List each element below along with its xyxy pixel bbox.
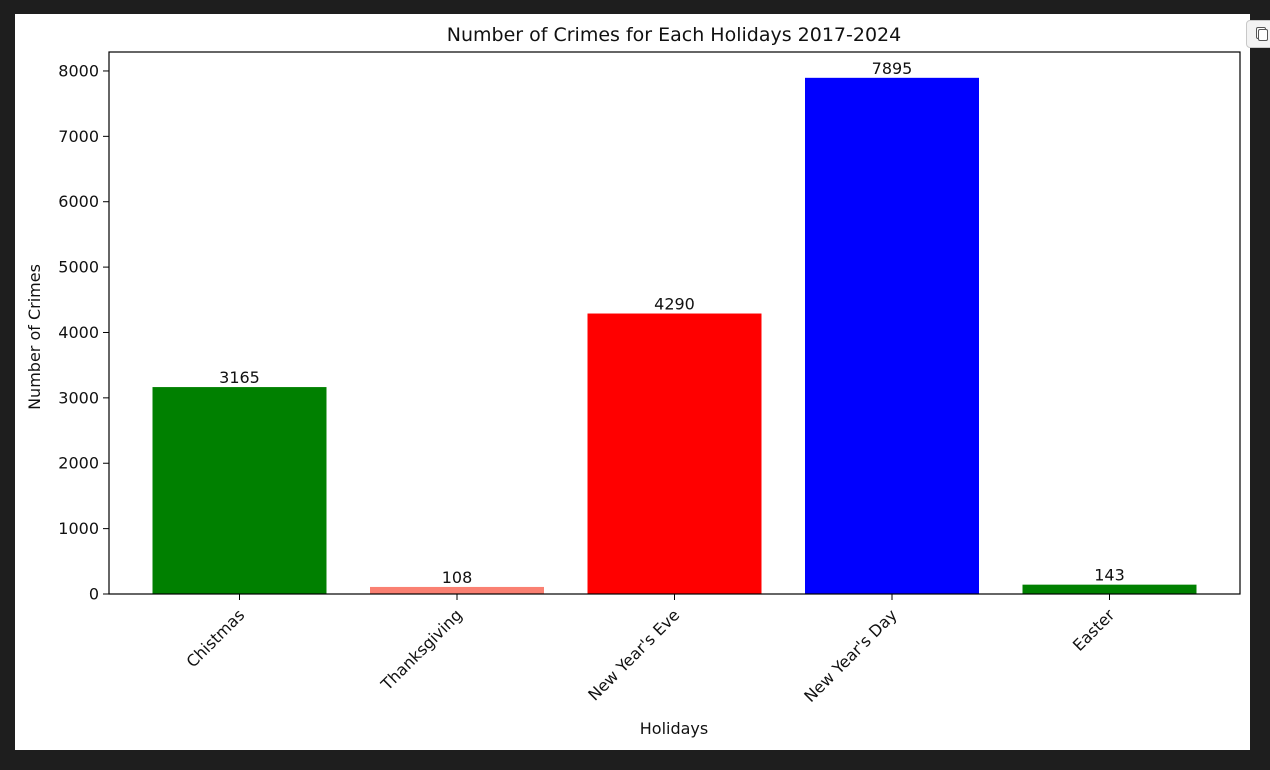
- copy-button[interactable]: [1246, 20, 1270, 48]
- y-ticks: 0 1000 2000 3000 4000 5000 6000 7000 8000: [58, 61, 109, 604]
- bar-value-label: 143: [1094, 566, 1125, 585]
- x-tick-label: New Year's Day: [800, 605, 901, 706]
- bar-value-label: 7895: [872, 59, 913, 78]
- y-tick-label: 2000: [58, 454, 99, 473]
- bar: [370, 586, 544, 594]
- x-tick-label: Chistmas: [183, 605, 249, 671]
- bars: [152, 77, 1197, 595]
- bar-value-label: 108: [442, 568, 473, 587]
- x-tick-label: Easter: [1069, 605, 1119, 655]
- x-tick-label: New Year's Eve: [584, 605, 683, 704]
- y-tick-label: 7000: [58, 127, 99, 146]
- bar-chart: Number of Crimes for Each Holidays 2017-…: [25, 24, 1241, 738]
- copy-icon: [1256, 27, 1268, 41]
- y-tick-label: 4000: [58, 323, 99, 342]
- x-tick-label: Thanksgiving: [377, 605, 466, 694]
- y-tick-label: 0: [89, 585, 99, 604]
- plot-frame: [108, 51, 1241, 595]
- x-axis-label: Holidays: [640, 719, 708, 738]
- x-ticks: Chistmas Thanksgiving New Year's Eve New Ye…: [183, 594, 1119, 706]
- y-tick-label: 6000: [58, 192, 99, 211]
- plot-card: Number of Crimes for Each Holidays 2017-…: [15, 14, 1250, 750]
- y-axis-label: Number of Crimes: [25, 264, 44, 410]
- bar: [152, 387, 327, 594]
- bar-value-label: 4290: [654, 295, 695, 314]
- y-tick-label: 1000: [58, 519, 99, 538]
- bar: [587, 313, 762, 594]
- chart-title: Number of Crimes for Each Holidays 2017-…: [447, 24, 901, 46]
- bar: [1022, 584, 1197, 594]
- bar-value-label: 3165: [219, 368, 260, 387]
- value-labels: 3165 108 4290 7895 143: [219, 59, 1125, 587]
- y-tick-label: 5000: [58, 258, 99, 277]
- y-tick-label: 3000: [58, 388, 99, 407]
- bar: [805, 77, 979, 595]
- y-tick-label: 8000: [58, 61, 99, 80]
